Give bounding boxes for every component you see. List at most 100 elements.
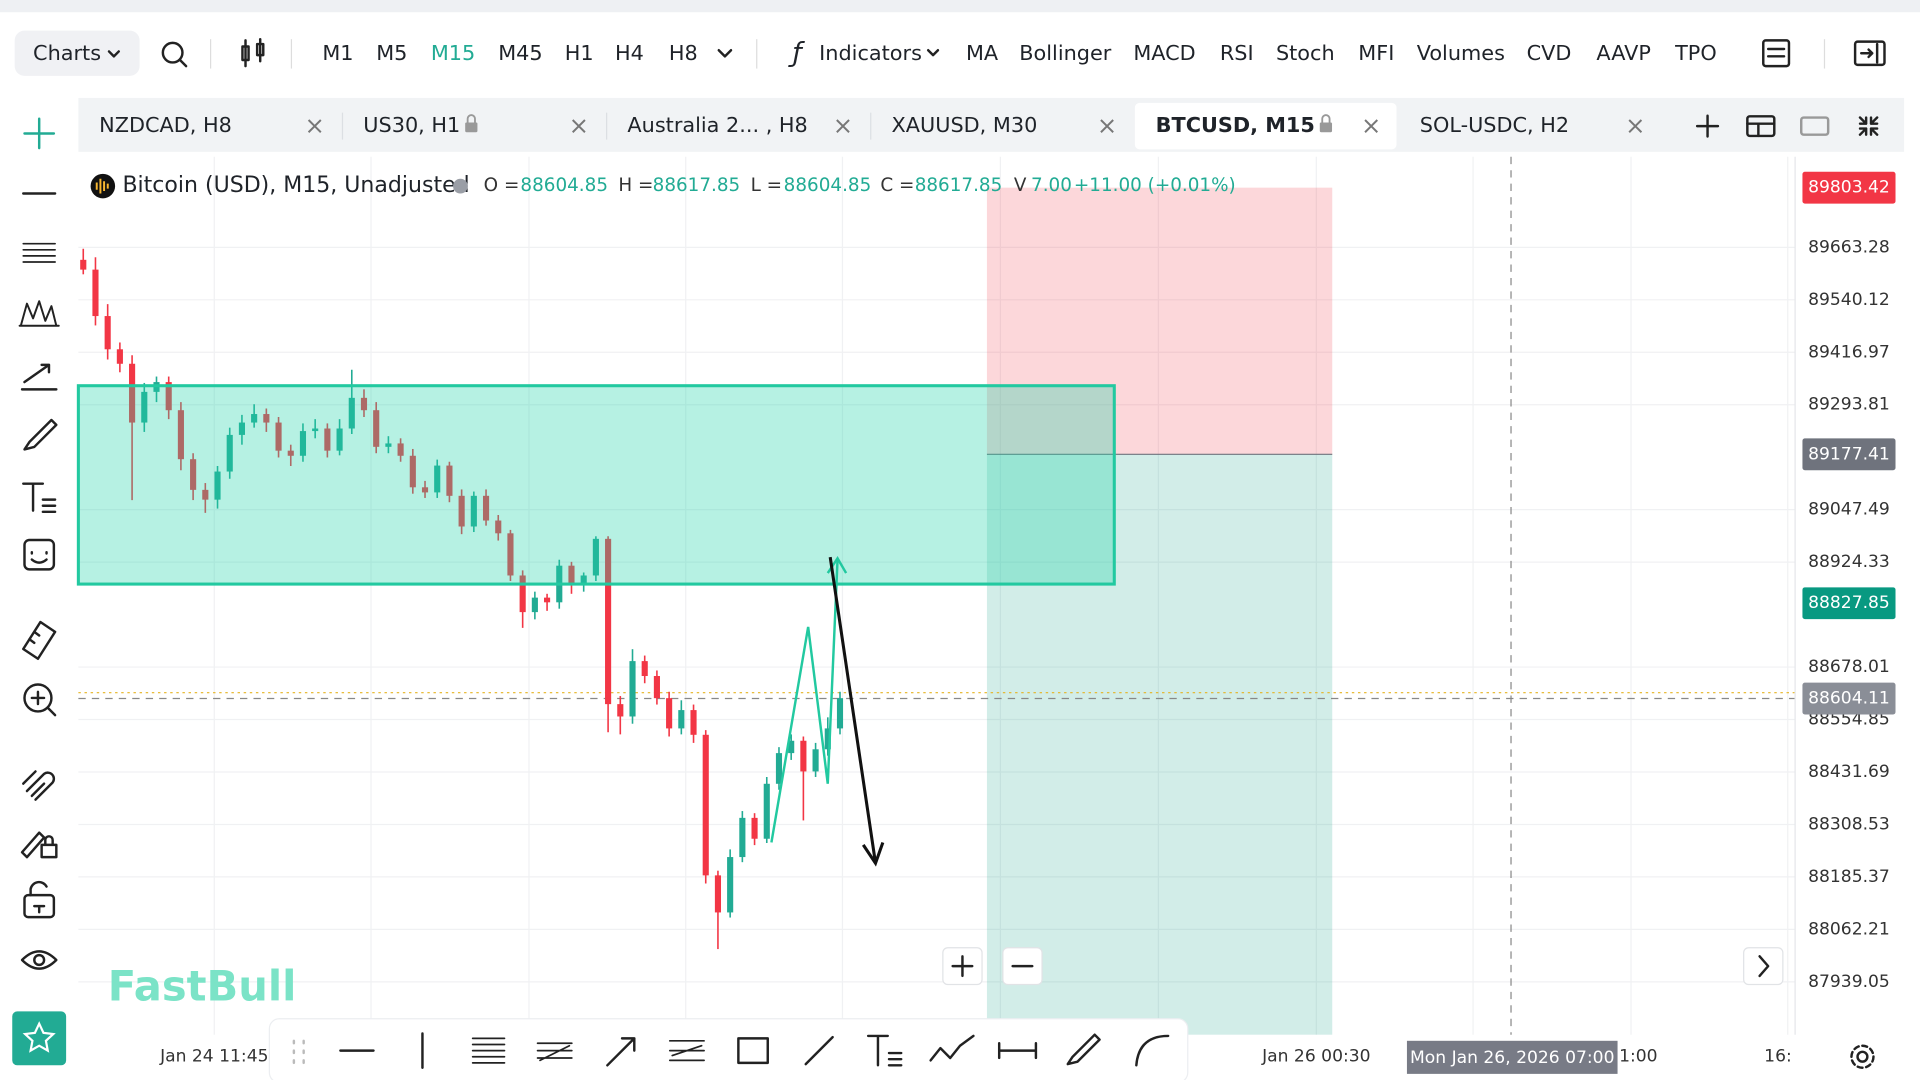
chart-type-icon[interactable] [241,37,265,68]
ruler-tool[interactable] [22,620,57,660]
timeframe-button[interactable]: H1 [565,41,594,65]
fib-tool[interactable] [22,242,56,263]
charts-label: Charts [33,41,101,65]
polyline-tool[interactable] [929,1034,975,1062]
layout-icon[interactable] [1762,39,1791,68]
candle-body [592,538,599,576]
channel-tool[interactable] [536,1042,573,1062]
tab-close[interactable] [307,119,322,133]
lock-icon [465,122,478,133]
tab-label[interactable]: BTCUSD, M15 [1156,113,1315,137]
fib-retrace[interactable] [471,1037,506,1064]
candle-body [446,465,453,496]
candle-body [141,391,148,423]
tab-close[interactable] [1100,119,1114,133]
range-tool[interactable] [997,1042,1038,1060]
indicator-button[interactable]: Stoch [1276,41,1335,65]
lock-drawings[interactable] [20,831,58,859]
tab-label[interactable]: Australia 2... , H8 [627,113,807,137]
tab-close[interactable] [1628,119,1643,133]
candle-body [312,428,319,432]
tab-close[interactable] [572,119,586,133]
charts-button[interactable] [14,30,140,76]
indicators-icon[interactable]: ƒ [787,37,805,68]
projection-tool[interactable] [20,363,58,391]
add-tab[interactable] [1695,114,1720,138]
chevron [107,50,121,58]
more-timeframes[interactable] [717,48,733,58]
pitchfork-tool[interactable] [668,1039,705,1062]
zoom-tool[interactable] [23,683,57,717]
indicator-button[interactable]: CVD [1527,41,1572,65]
y-tick-label: 87939.05 [1808,972,1890,992]
legend: Bitcoin (USD), M15, Unadjusted O = 88604.8… [90,173,1236,199]
collapse-icon[interactable] [1853,40,1886,67]
candle-body [507,533,514,576]
grid [78,156,1796,1035]
tab-label[interactable]: XAUUSD, M30 [892,113,1038,137]
legend-volume-label: V [1014,175,1027,196]
text-tool-2[interactable] [866,1034,903,1067]
indicator-button[interactable]: MFI [1358,41,1394,65]
tab-label[interactable]: US30, H1 [363,113,460,137]
candle-body [580,575,587,586]
candle-body [531,597,538,613]
indicator-button[interactable]: MA [966,41,999,65]
candle-body [727,857,734,913]
arrow-tool[interactable] [606,1037,636,1067]
candle-body [775,753,783,784]
indicator-button[interactable]: Bollinger [1019,41,1112,65]
drag-handle[interactable] [292,1039,305,1065]
scroll-right[interactable] [1743,947,1784,986]
indicators-button[interactable]: Indicators [819,41,922,65]
candle-body [812,749,819,772]
candle-body [836,698,844,729]
brush-tool-2[interactable] [1066,1033,1101,1066]
window-icon[interactable] [1800,116,1830,136]
brush-tool[interactable] [23,418,58,451]
tab-label[interactable]: NZDCAD, H8 [99,113,232,137]
y-tick-label: 88924.33 [1808,552,1890,572]
add-tool[interactable] [23,117,56,150]
favorites-button[interactable] [12,1011,67,1066]
visibility-tool[interactable] [20,950,58,970]
tab-actions [1695,114,1879,138]
y-tick-label: 88308.53 [1808,814,1890,834]
indicator-button[interactable]: Volumes [1417,41,1505,65]
candle-body [397,443,404,456]
fullscreen-icon[interactable] [1858,116,1879,136]
candle-body [299,431,307,456]
emoji-tool[interactable] [23,538,56,571]
text-tool[interactable] [22,482,57,514]
timeframe-button[interactable]: M15 [431,41,475,65]
rect-tool[interactable] [737,1037,769,1065]
arc-tool[interactable] [1135,1034,1170,1067]
indicator-button[interactable]: MACD [1133,41,1195,65]
y-tick-label: 88062.21 [1808,919,1890,939]
indicator-button[interactable]: TPO [1674,41,1717,65]
tab-close[interactable] [836,119,850,133]
indicator-button[interactable]: RSI [1220,41,1254,65]
timeframe-button[interactable]: H4 [615,41,644,65]
timeframe-button[interactable]: M1 [322,41,353,65]
timeframe-button[interactable]: M45 [498,41,542,65]
timeframe-button[interactable]: M5 [376,41,407,65]
candle-body [751,817,758,839]
magnet-tool[interactable] [22,770,56,801]
active-tab[interactable] [1134,102,1397,150]
tab-close[interactable] [1364,119,1378,133]
unlock-tool[interactable] [23,880,56,919]
settings-icon[interactable] [1850,1044,1875,1069]
search-icon[interactable] [161,41,188,68]
symbol-name: Bitcoin (USD), M15, Unadjusted [122,173,469,198]
split-icon[interactable] [1746,115,1776,138]
candle-body [190,459,197,490]
indicator-button[interactable]: AAVP [1596,41,1650,65]
tab-label[interactable]: SOL-USDC, H2 [1420,113,1569,137]
pattern-tool[interactable] [18,300,60,327]
candle-body [690,710,697,735]
timeframe-button[interactable]: H8 [669,41,698,65]
trend-tool[interactable] [804,1035,834,1066]
candle-body [409,455,416,488]
